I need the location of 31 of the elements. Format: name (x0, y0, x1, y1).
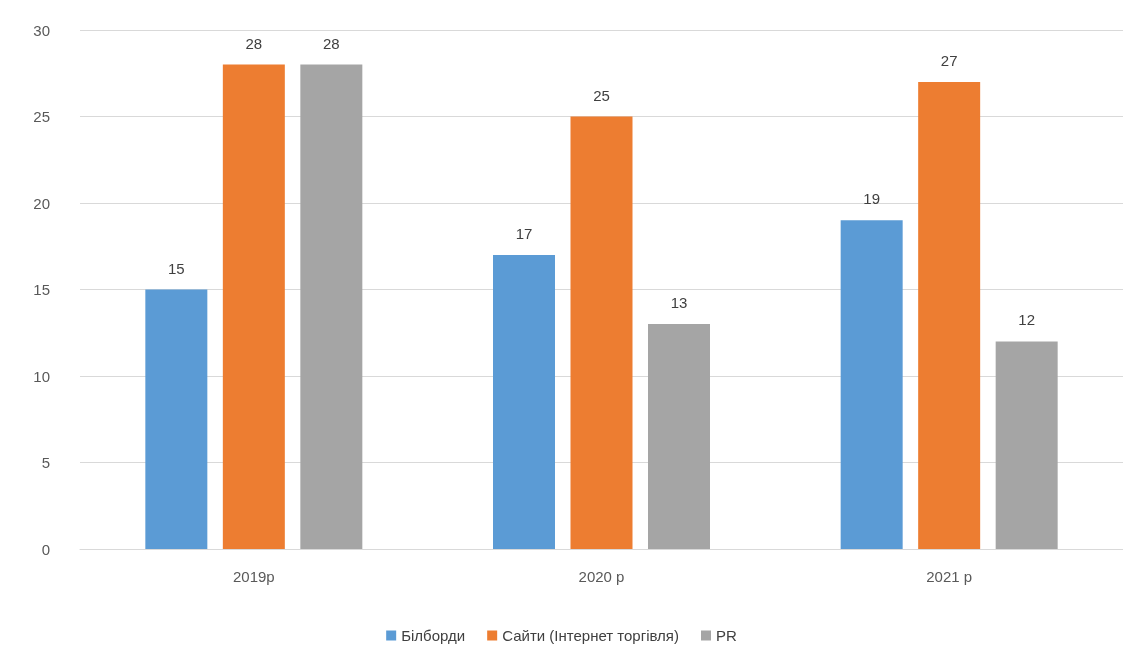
y-tick-label: 30 (33, 21, 50, 39)
bar (918, 81, 981, 549)
x-tick-label: 2021 р (926, 568, 973, 585)
data-label: 15 (167, 259, 185, 277)
data-label: 19 (863, 190, 881, 208)
y-tick-label: 5 (41, 454, 50, 471)
bar (222, 64, 285, 549)
y-tick-label: 25 (33, 108, 50, 125)
x-tick-label: 2019р (232, 568, 275, 585)
data-label: 17 (515, 224, 533, 242)
x-tick-label: 2020 р (578, 568, 625, 585)
bar (840, 220, 903, 549)
bar (648, 324, 710, 549)
bar (300, 64, 363, 549)
legend-label: PR (715, 627, 737, 644)
legend-label: Білборди (401, 627, 466, 644)
data-label: 28 (322, 34, 340, 52)
data-label: 27 (940, 51, 958, 69)
y-tick-label: 20 (33, 194, 50, 212)
bar (570, 116, 633, 549)
bar (995, 341, 1058, 549)
y-tick-label: 10 (33, 367, 50, 385)
data-label: 12 (1018, 311, 1036, 329)
bar (493, 254, 555, 549)
data-label: 13 (670, 294, 688, 312)
bar (145, 289, 208, 549)
data-label: 28 (245, 34, 263, 52)
y-tick-label: 0 (41, 540, 50, 558)
data-label: 25 (593, 86, 610, 104)
legend-label: Сайти (Інтернет торгівля) (502, 627, 679, 644)
y-tick-label: 15 (33, 281, 50, 298)
